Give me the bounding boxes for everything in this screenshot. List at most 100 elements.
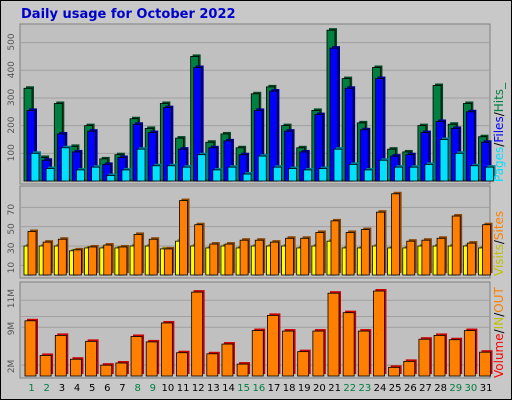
bar-sites-day-1 (27, 231, 37, 276)
legend-files: Files (492, 116, 506, 142)
bar-sites-day-30 (466, 242, 476, 276)
bar-volume-day-3 (54, 335, 67, 377)
bar-pages-day-8 (136, 148, 146, 182)
xtick-day-19: 19 (298, 383, 311, 394)
legend-sep: / (492, 239, 506, 244)
bar-pages-day-17 (272, 166, 282, 182)
bar-sites-day-9 (148, 238, 158, 276)
bar-volume-day-18 (282, 330, 294, 377)
bar-volume-day-31 (479, 351, 491, 377)
xtick-day-23: 23 (359, 383, 372, 394)
bar-sites-day-12 (194, 224, 204, 276)
bar-volume-day-10 (160, 322, 173, 377)
bar-pages-day-29 (454, 152, 464, 182)
legend-panel1: Pages/Files/Hits_ (492, 82, 506, 182)
bar-pages-day-21 (333, 148, 343, 182)
bar-pages-day-11 (182, 166, 191, 182)
legend-panel2: Visits/Sites (492, 211, 506, 276)
xtick-day-22: 22 (343, 383, 356, 394)
bar-volume-day-4 (70, 358, 82, 377)
bar-volume-day-20 (312, 330, 325, 377)
ytick-panel3: 11M (7, 289, 17, 308)
bar-sites-day-17 (269, 241, 279, 276)
bar-volume-day-30 (463, 330, 476, 377)
xtick-day-17: 17 (268, 383, 281, 394)
bar-sites-day-29 (451, 215, 461, 276)
bar-sites-day-2 (42, 241, 52, 276)
legend-sep: / (492, 111, 506, 116)
bar-sites-day-20 (315, 232, 325, 276)
ytick-panel3: 2M (7, 360, 17, 374)
ytick-panel1: 200 (7, 116, 17, 133)
bar-sites-day-18 (285, 237, 294, 276)
bar-sites-day-11 (179, 200, 188, 276)
bar-volume-day-9 (145, 341, 158, 377)
bar-pages-day-23 (363, 169, 373, 182)
legend-sites: Sites (492, 211, 506, 240)
bar-pages-day-28 (439, 139, 449, 182)
xtick-day-8: 8 (134, 383, 140, 394)
bar-volume-day-8 (130, 336, 143, 377)
bar-sites-day-26 (406, 240, 416, 276)
bar-pages-day-16 (257, 155, 267, 182)
bar-volume-day-2 (39, 355, 52, 377)
bar-pages-day-14 (227, 166, 237, 182)
bar-sites-day-21 (330, 220, 340, 276)
xtick-day-9: 9 (150, 383, 156, 394)
bar-sites-day-5 (88, 246, 97, 276)
chart-title: Daily usage for October 2022 (21, 7, 236, 22)
bar-volume-day-21 (327, 292, 340, 377)
xtick-day-25: 25 (389, 383, 402, 394)
xtick-day-5: 5 (89, 383, 95, 394)
bar-sites-day-6 (103, 244, 113, 276)
xtick-day-6: 6 (104, 383, 110, 394)
bar-pages-day-24 (379, 159, 388, 182)
bar-pages-day-7 (121, 169, 131, 182)
bar-sites-day-19 (300, 237, 310, 276)
xtick-day-15: 15 (237, 383, 250, 394)
legend-out: OUT (492, 287, 506, 313)
xtick-day-16: 16 (252, 383, 265, 394)
xtick-day-30: 30 (465, 383, 478, 394)
legend-volume: Volume (492, 333, 506, 378)
xtick-day-12: 12 (192, 383, 205, 394)
xtick-day-29: 29 (449, 383, 462, 394)
ytick-panel1: 100 (7, 144, 17, 161)
bar-volume-day-25 (388, 366, 401, 377)
bar-volume-day-24 (373, 290, 385, 377)
bar-pages-day-3 (60, 147, 70, 182)
xtick-day-10: 10 (162, 383, 175, 394)
bar-sites-day-23 (360, 229, 370, 276)
bar-volume-day-28 (433, 335, 446, 377)
bar-volume-day-5 (85, 340, 97, 377)
ytick-panel2: 50 (7, 223, 17, 235)
ytick-panel2: 10 (7, 262, 17, 274)
xtick-day-14: 14 (222, 383, 235, 394)
bar-pages-day-1 (30, 152, 40, 182)
ytick-panel3: 9M (7, 322, 17, 336)
bar-sites-day-3 (57, 238, 67, 276)
bar-sites-day-8 (133, 233, 143, 276)
bar-pages-day-31 (485, 166, 494, 182)
legend-sep: / (492, 328, 506, 333)
bar-pages-day-2 (45, 168, 55, 182)
legend-sep: / (492, 312, 506, 317)
bar-volume-day-16 (251, 330, 264, 377)
bar-volume-day-13 (206, 353, 219, 377)
bar-pages-day-15 (242, 173, 252, 182)
bar-pages-day-5 (91, 166, 100, 182)
legend-sep: / (492, 142, 506, 147)
xtick-day-18: 18 (283, 383, 296, 394)
xtick-day-4: 4 (74, 383, 80, 394)
xtick-day-27: 27 (419, 383, 432, 394)
bar-pages-day-20 (318, 168, 328, 182)
bar-sites-day-16 (254, 239, 264, 276)
bar-sites-day-4 (73, 249, 82, 276)
bar-volume-day-1 (24, 320, 37, 377)
bar-pages-day-19 (303, 169, 313, 182)
bar-sites-day-28 (436, 237, 446, 276)
bar-pages-day-12 (197, 154, 207, 182)
bar-sites-day-7 (118, 246, 128, 276)
bar-pages-day-27 (424, 163, 434, 182)
